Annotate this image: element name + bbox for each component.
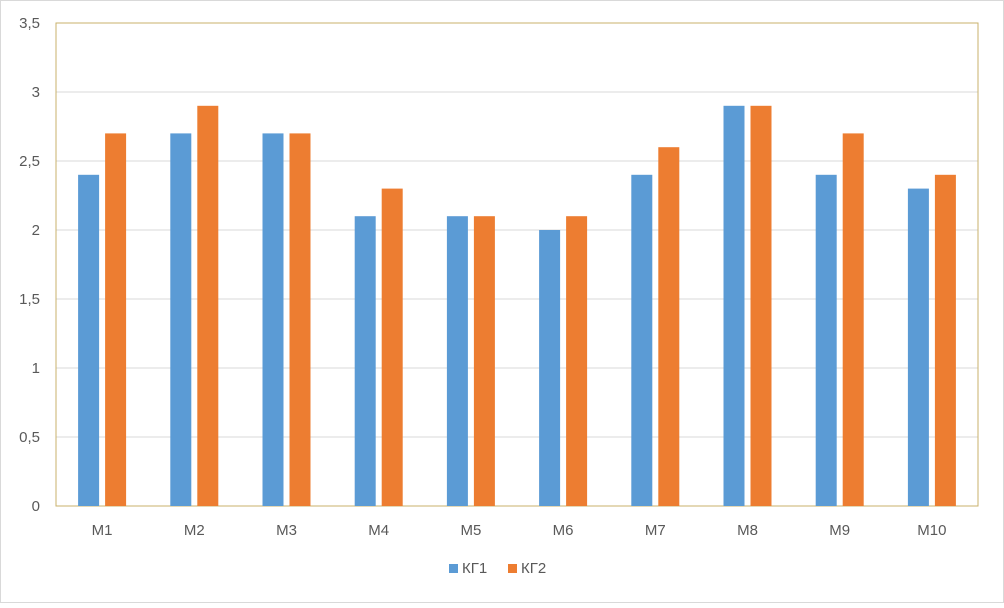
bar-КГ2-М6[interactable] [566,216,588,506]
bar-КГ2-М7[interactable] [658,147,680,506]
y-tick-label: 0 [32,498,40,515]
bar-КГ1-М3[interactable] [262,133,284,506]
x-tick-label: М8 [737,522,758,539]
bar-КГ1-М8[interactable] [723,105,745,507]
x-tick-label: М10 [917,522,946,539]
plot-area-border [55,22,979,507]
bar-КГ1-М9[interactable] [815,174,837,507]
x-tick-label: М4 [368,522,389,539]
x-tick-label: М6 [553,522,574,539]
y-tick-label: 2 [32,222,40,239]
legend[interactable]: КГ1 КГ2 [449,560,546,577]
bars [78,105,956,507]
x-tick-label: М3 [276,522,297,539]
bar-КГ2-М5[interactable] [473,216,495,506]
bar-КГ1-М6[interactable] [539,230,561,506]
bar-КГ2-М2[interactable] [197,105,219,507]
bar-КГ1-М4[interactable] [354,216,376,506]
y-tick-label: 2,5 [19,153,40,170]
bar-КГ2-М9[interactable] [842,133,864,506]
x-tick-label: М2 [184,522,205,539]
bar-КГ1-М1[interactable] [78,174,100,507]
x-tick-label: М9 [829,522,850,539]
x-tick-label: М1 [92,522,113,539]
legend-swatch-КГ1 [449,564,458,573]
x-axis-tick-labels: М1 М2 М3 М4 М5 М6 М7 М8 М9 М10 [92,522,947,539]
bar-КГ1-М7[interactable] [631,174,653,507]
bar-КГ2-М3[interactable] [289,133,311,506]
bar-КГ2-М1[interactable] [105,133,127,506]
x-tick-label: М5 [460,522,481,539]
legend-swatch-КГ2 [508,564,517,573]
bar-КГ1-М10[interactable] [907,188,929,506]
y-tick-label: 1,5 [19,291,40,308]
y-tick-label: 1 [32,360,40,377]
bar-КГ1-М2[interactable] [170,133,192,506]
bar-КГ2-М4[interactable] [381,188,403,506]
y-tick-label: 3 [32,84,40,101]
bar-КГ2-М10[interactable] [934,174,956,507]
x-tick-label: М7 [645,522,666,539]
bar-КГ2-М8[interactable] [750,105,772,507]
bar-КГ1-М5[interactable] [446,216,468,506]
legend-label: КГ1 [462,560,487,577]
y-axis-tick-labels: 0 0,5 1 1,5 2 2,5 3 3,5 [19,15,40,515]
y-tick-label: 3,5 [19,15,40,32]
y-tick-label: 0,5 [19,429,40,446]
legend-label: КГ2 [521,560,546,577]
